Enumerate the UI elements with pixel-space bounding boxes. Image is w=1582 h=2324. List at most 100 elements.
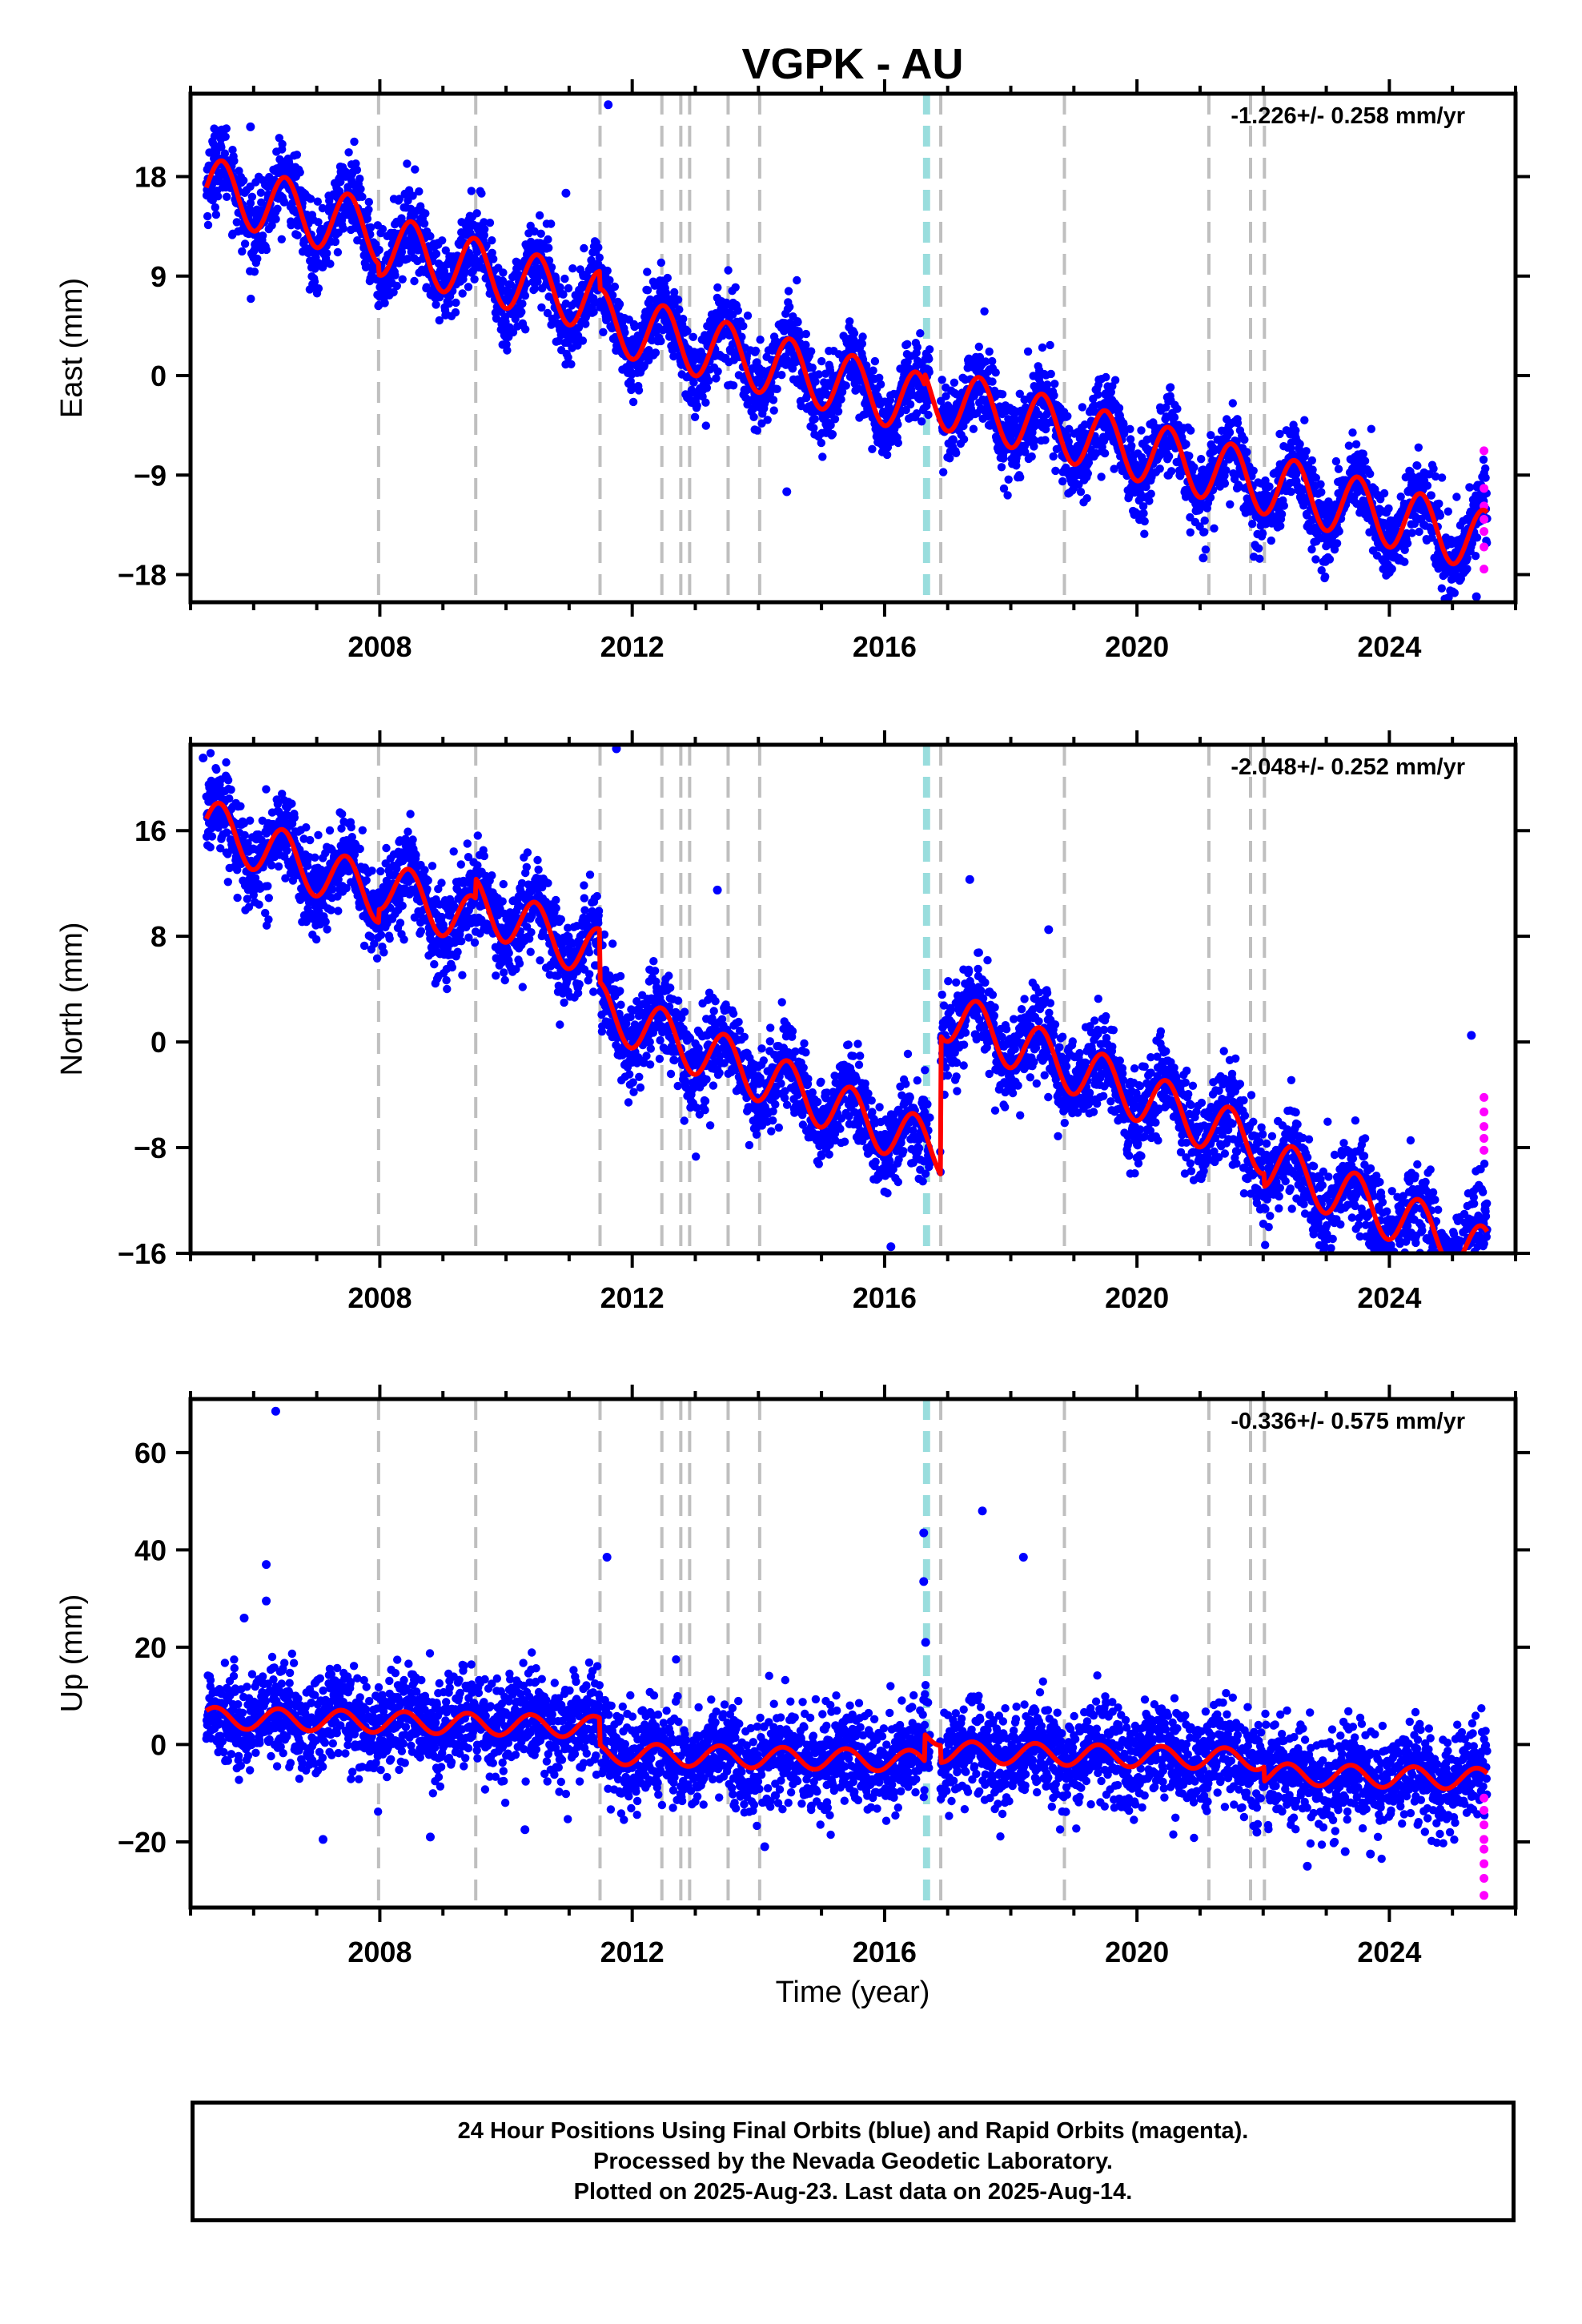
data-point [1348, 428, 1357, 437]
data-point [422, 283, 431, 292]
data-point [1255, 544, 1263, 553]
data-point [238, 247, 247, 256]
data-point [939, 468, 948, 476]
data-point [656, 336, 665, 346]
outlier-point [782, 487, 792, 497]
data-point [869, 366, 877, 375]
data-point [391, 271, 400, 279]
data-point [870, 356, 880, 366]
data-point [255, 900, 263, 909]
data-point [1384, 504, 1393, 513]
data-point [1367, 424, 1376, 433]
data-point [1197, 455, 1206, 464]
data-point [1042, 380, 1052, 389]
data-point [544, 243, 553, 252]
data-point [1127, 441, 1136, 450]
data-point [784, 287, 793, 296]
data-point [643, 267, 652, 276]
data-point [913, 343, 922, 352]
data-point [1228, 399, 1238, 408]
data-point [580, 243, 588, 253]
data-point [222, 124, 231, 133]
data-point [1277, 509, 1287, 519]
data-point [410, 276, 419, 286]
data-point [236, 802, 245, 810]
data-point [333, 247, 343, 257]
data-point [227, 785, 235, 794]
data-point [1481, 473, 1490, 482]
data-point [530, 227, 539, 236]
data-point [1004, 475, 1013, 484]
data-point [303, 861, 312, 870]
data-point [1302, 447, 1311, 456]
data-point [262, 245, 271, 255]
data-point [743, 312, 753, 320]
data-point [634, 386, 644, 395]
data-point [673, 296, 683, 304]
data-point [1170, 413, 1179, 422]
data-point [1220, 479, 1230, 488]
rapid-point [1480, 565, 1489, 574]
data-point [1307, 456, 1317, 465]
data-point [916, 329, 925, 338]
data-point [326, 259, 335, 268]
data-point [339, 224, 347, 233]
data-point [432, 249, 441, 259]
data-point [312, 935, 321, 944]
data-point [290, 813, 299, 822]
data-point [499, 268, 508, 277]
data-point [362, 876, 371, 885]
data-point [1403, 539, 1412, 548]
data-point [395, 259, 404, 267]
data-point [1051, 466, 1060, 476]
data-point [858, 332, 867, 341]
data-point [477, 189, 486, 198]
data-point [535, 211, 544, 220]
data-point [969, 424, 978, 433]
data-point [382, 843, 391, 853]
data-point [432, 300, 440, 309]
data-point [1110, 376, 1120, 384]
data-point [1437, 584, 1447, 593]
data-point [263, 882, 272, 891]
data-point [311, 853, 319, 862]
data-point [1046, 369, 1055, 379]
data-point [415, 187, 424, 196]
data-point [403, 255, 412, 263]
data-point [675, 305, 684, 314]
data-point [988, 356, 997, 366]
data-point [537, 303, 546, 312]
data-point [811, 377, 820, 386]
data-point [1255, 554, 1264, 563]
data-point [536, 229, 545, 238]
data-point [233, 893, 242, 903]
data-point [769, 396, 778, 404]
data-point [403, 159, 412, 168]
data-point [259, 231, 267, 240]
y-tick-label: −9 [134, 459, 167, 492]
data-point [1140, 529, 1149, 538]
data-point [400, 935, 408, 944]
data-point [724, 266, 733, 275]
data-point [464, 283, 473, 292]
data-point [293, 231, 302, 239]
data-point [1185, 452, 1194, 460]
data-point [713, 283, 722, 292]
y-tick-label: 0 [151, 360, 167, 392]
data-point [959, 435, 969, 444]
data-point [352, 166, 362, 175]
data-point [793, 318, 802, 327]
x-tick-label: 2012 [600, 630, 665, 663]
outlier-point [1199, 553, 1208, 563]
data-point [893, 420, 902, 429]
data-point [217, 143, 226, 151]
data-point [1063, 412, 1072, 420]
data-point [467, 187, 476, 195]
data-point [1435, 499, 1443, 509]
data-point [801, 329, 810, 339]
data-point [1076, 488, 1086, 497]
data-point [808, 364, 817, 372]
data-point [239, 176, 248, 185]
rapid-point [1480, 542, 1489, 552]
data-point [206, 842, 215, 852]
